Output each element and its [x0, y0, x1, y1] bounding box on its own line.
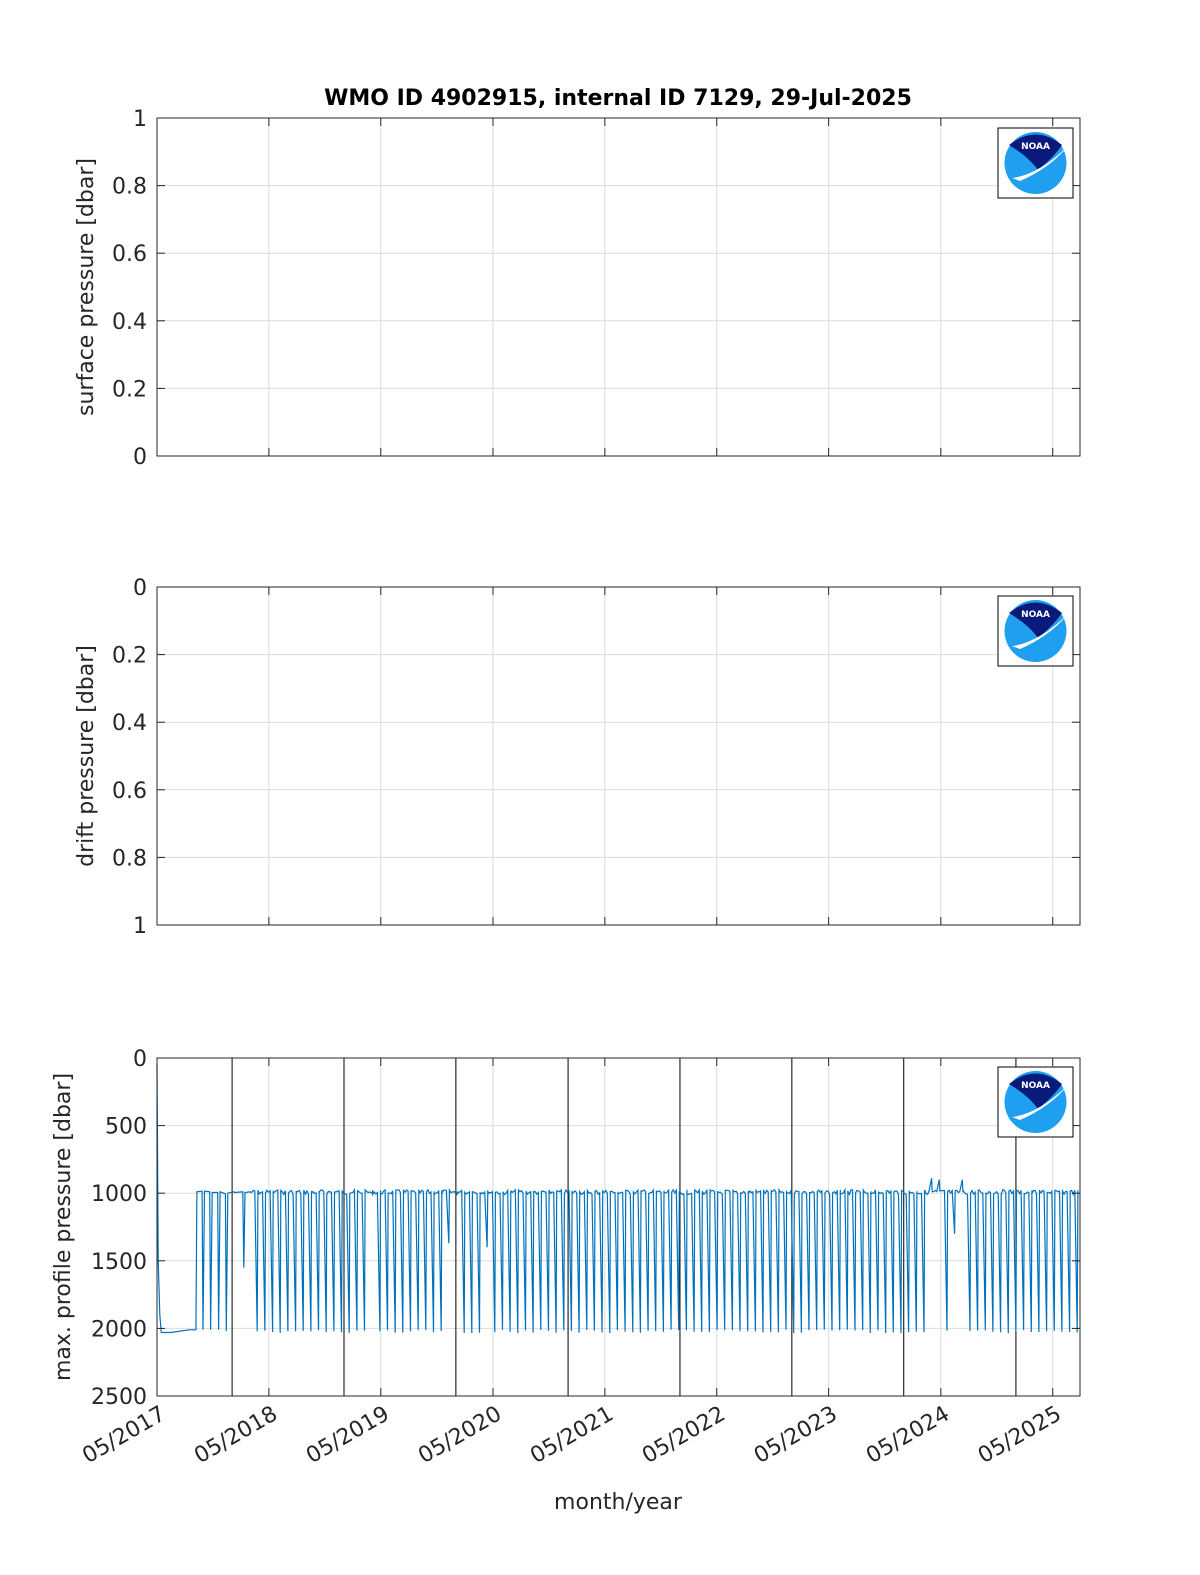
logo-sky [1009, 134, 1062, 170]
grid [156, 117, 1080, 457]
x-tick-label: 05/2024 [862, 1402, 954, 1469]
y-ticks: 0 0.2 0.4 0.6 0.8 1 [112, 576, 1080, 939]
logo-text: NOAA [1021, 1081, 1050, 1091]
y-axis-label: drift pressure [dbar] [74, 645, 99, 867]
logo-gull [1012, 614, 1068, 649]
x-tick-label: 05/2021 [526, 1402, 618, 1469]
x-tick-label: 05/2023 [750, 1402, 842, 1469]
x-tick-label: 05/2018 [190, 1402, 282, 1469]
y-tick-label: 0 [133, 445, 147, 470]
logo-sky [1009, 1073, 1062, 1109]
logos: NOAA NOAA NOAA [997, 127, 1074, 1138]
y-axis-label: max. profile pressure [dbar] [51, 1073, 76, 1381]
y-tick-label: 0.2 [112, 377, 147, 402]
y-tick-label: 1000 [91, 1182, 147, 1207]
x-tick-label: 05/2020 [414, 1402, 506, 1469]
series-line-max-profile-pressure [156, 1064, 1079, 1334]
x-tick-marks [156, 1058, 1054, 1396]
noaa-logo-icon: NOAA [997, 1066, 1074, 1138]
x-tick-marks [156, 118, 1054, 456]
y-ticks: 0 500 1000 1500 2000 2500 [91, 1047, 1080, 1410]
y-tick-label: 1 [133, 914, 147, 939]
y-tick-label: 0.4 [112, 310, 147, 335]
x-tick-label: 05/2019 [302, 1402, 394, 1469]
noaa-logo-icon: NOAA [997, 595, 1074, 667]
surface-pressure-panel: 0 0.2 0.4 0.6 0.8 1 surface pressure [dbar] [74, 107, 1081, 470]
logo-sky [1009, 602, 1062, 638]
grid [156, 586, 1080, 926]
x-tick-label: 05/2017 [78, 1402, 170, 1469]
y-tick-label: 0.4 [112, 711, 147, 736]
y-tick-label: 0 [133, 1047, 147, 1072]
drift-pressure-panel: 0 0.2 0.4 0.6 0.8 1 drift pressure [dbar] [74, 576, 1081, 939]
logo-text: NOAA [1021, 610, 1050, 620]
y-tick-label: 0.2 [112, 644, 147, 669]
y-tick-label: 500 [105, 1115, 147, 1140]
x-axis-label: month/year [554, 1490, 683, 1515]
x-tick-label: 05/2025 [974, 1402, 1066, 1469]
y-ticks: 0 0.2 0.4 0.6 0.8 1 [112, 107, 1080, 470]
y-tick-label: 1500 [91, 1250, 147, 1275]
axes-box [156, 117, 1081, 457]
logo-gull [1012, 1085, 1068, 1120]
y-tick-label: 0.8 [112, 846, 147, 871]
y-tick-label: 1 [133, 107, 147, 132]
x-tick-marks [156, 587, 1054, 925]
noaa-logo-icon: NOAA [997, 127, 1074, 199]
y-tick-label: 0 [133, 576, 147, 601]
y-tick-label: 0.8 [112, 175, 147, 200]
y-tick-label: 2500 [91, 1385, 147, 1410]
y-tick-label: 0.6 [112, 779, 147, 804]
x-tick-label: 05/2022 [638, 1402, 730, 1469]
y-tick-label: 0.6 [112, 242, 147, 267]
y-axis-label: surface pressure [dbar] [74, 158, 99, 416]
chart-title: WMO ID 4902915, internal ID 7129, 29-Jul… [324, 86, 912, 111]
logo-gull [1012, 146, 1068, 181]
logo-text: NOAA [1021, 142, 1050, 152]
axes-box [156, 1057, 1081, 1397]
y-tick-label: 2000 [91, 1317, 147, 1342]
x-tick-labels: 05/2017 05/2018 05/2019 05/2020 05/2021 05/20… [78, 1402, 1065, 1469]
axes-box [156, 586, 1081, 926]
